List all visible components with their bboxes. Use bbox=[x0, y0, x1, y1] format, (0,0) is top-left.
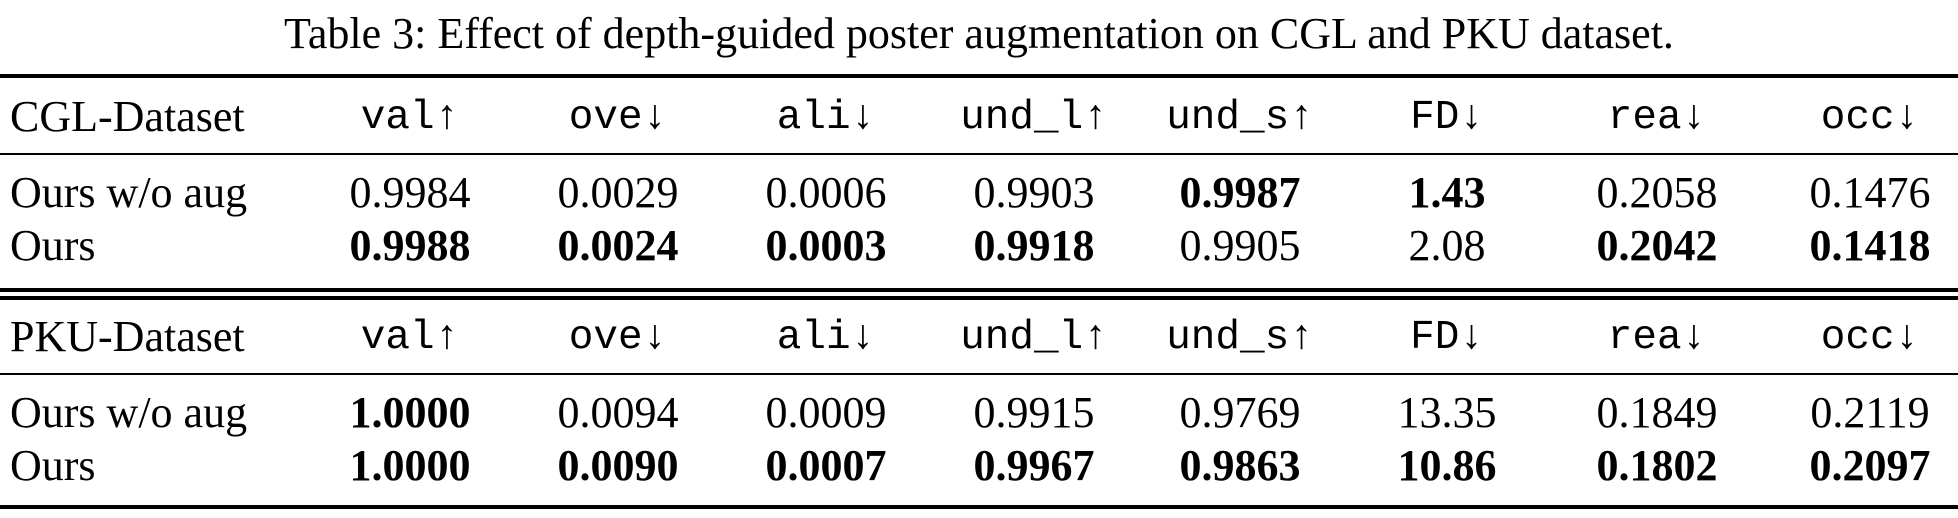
header-rule bbox=[0, 373, 1958, 375]
table-cell: 2.08 bbox=[1408, 221, 1486, 270]
top-rule bbox=[0, 74, 1958, 78]
row-label: Ours bbox=[10, 221, 96, 270]
table-cell: 10.86 bbox=[1397, 441, 1497, 490]
header-rule bbox=[0, 153, 1958, 155]
row-label: Ours w/o aug bbox=[10, 388, 248, 437]
column-header: rea↓ bbox=[1607, 315, 1707, 361]
table-cell: 1.0000 bbox=[349, 441, 471, 490]
table-cell: 0.9915 bbox=[973, 388, 1095, 437]
double-rule-lower bbox=[0, 296, 1958, 300]
table-cell: 0.0007 bbox=[765, 441, 887, 490]
table-cell: 0.0094 bbox=[557, 388, 679, 437]
table-cell: 0.9769 bbox=[1179, 388, 1301, 437]
column-header: ali↓ bbox=[776, 315, 876, 361]
column-header: und_l↑ bbox=[960, 95, 1108, 141]
table-cell: 0.0090 bbox=[557, 441, 679, 490]
table-cell: 0.0024 bbox=[557, 221, 679, 270]
double-rule-upper bbox=[0, 288, 1958, 292]
table-cell: 0.0009 bbox=[765, 388, 887, 437]
column-header: val↑ bbox=[360, 315, 460, 361]
bottom-rule bbox=[0, 505, 1958, 509]
table-cell: 0.9903 bbox=[973, 168, 1095, 217]
column-header: und_s↑ bbox=[1166, 95, 1314, 141]
table-cell: 0.9905 bbox=[1179, 221, 1301, 270]
table-cell: 0.2058 bbox=[1596, 168, 1718, 217]
table-cell: 0.9984 bbox=[349, 168, 471, 217]
table-cell: 0.9918 bbox=[973, 221, 1095, 270]
column-header: und_l↑ bbox=[960, 315, 1108, 361]
section-title: PKU-Dataset bbox=[10, 312, 245, 361]
table-cell: 0.9987 bbox=[1179, 168, 1301, 217]
table-cell: 0.2119 bbox=[1810, 388, 1930, 437]
column-header: val↑ bbox=[360, 95, 460, 141]
column-header: ove↓ bbox=[568, 95, 668, 141]
column-header: ove↓ bbox=[568, 315, 668, 361]
table-cell: 0.9967 bbox=[973, 441, 1095, 490]
table-cell: 0.9863 bbox=[1179, 441, 1301, 490]
table-cell: 0.2042 bbox=[1596, 221, 1718, 270]
table-cell: 0.0006 bbox=[765, 168, 887, 217]
table-cell: 0.1849 bbox=[1596, 388, 1718, 437]
table-cell: 0.0003 bbox=[765, 221, 887, 270]
table-cell: 1.43 bbox=[1408, 168, 1486, 217]
column-header: und_s↑ bbox=[1166, 315, 1314, 361]
table-cell: 0.2097 bbox=[1809, 441, 1931, 490]
column-header: FD↓ bbox=[1410, 315, 1484, 361]
column-header: rea↓ bbox=[1607, 95, 1707, 141]
table-cell: 13.35 bbox=[1397, 388, 1497, 437]
column-header: ali↓ bbox=[776, 95, 876, 141]
row-label: Ours bbox=[10, 441, 96, 490]
table-cell: 0.1802 bbox=[1596, 441, 1718, 490]
table-cell: 0.1418 bbox=[1809, 221, 1931, 270]
table-caption: Table 3: Effect of depth-guided poster a… bbox=[284, 9, 1674, 58]
table-cell: 0.0029 bbox=[557, 168, 679, 217]
table-cell: 0.9988 bbox=[349, 221, 471, 270]
column-header: occ↓ bbox=[1820, 95, 1920, 141]
table-cell: 0.1476 bbox=[1809, 168, 1931, 217]
column-header: FD↓ bbox=[1410, 95, 1484, 141]
section-title: CGL-Dataset bbox=[10, 92, 245, 141]
column-header: occ↓ bbox=[1820, 315, 1920, 361]
table-cell: 1.0000 bbox=[349, 388, 471, 437]
row-label: Ours w/o aug bbox=[10, 168, 248, 217]
